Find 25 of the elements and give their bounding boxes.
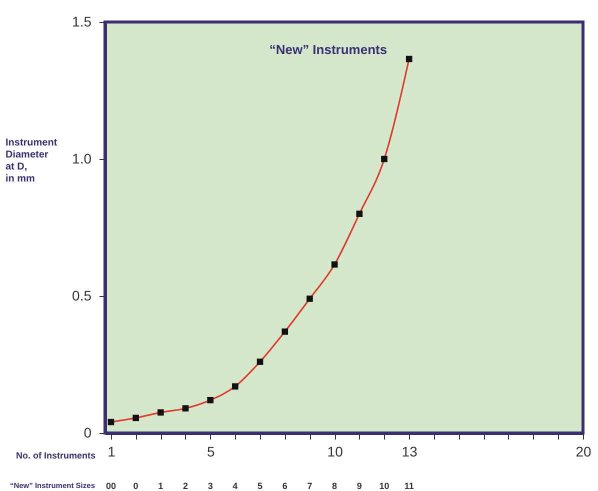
text: 00	[106, 481, 116, 491]
y-tick-label: 1.5	[72, 14, 92, 30]
y-tick-label: 1.0	[72, 150, 92, 166]
x-tick-label: 10	[327, 444, 344, 460]
text: 0	[133, 481, 138, 491]
text: 6	[282, 481, 288, 491]
text: 7	[307, 481, 312, 491]
x-tick-label: 13	[402, 444, 418, 460]
x-tick-label: 20	[576, 444, 592, 460]
x-tick-label: 5	[206, 444, 215, 460]
text: 10	[379, 481, 390, 491]
series-label: “New” Instruments	[269, 42, 388, 57]
text: 11	[404, 481, 414, 491]
y-tick-label: 0.5	[72, 288, 92, 304]
text: 1	[158, 481, 164, 491]
text: 3	[208, 481, 213, 491]
text: 5	[258, 481, 263, 491]
text: 4	[232, 481, 238, 491]
text: 2	[182, 481, 188, 491]
x-axis-title: No. of Instruments	[16, 450, 96, 460]
text: 9	[356, 481, 362, 491]
text: 8	[332, 481, 338, 491]
x-tick-label: 1	[108, 444, 116, 460]
y-tick-label: 0	[84, 424, 92, 440]
y-axis-title: Instrument Diameter at D, in mm	[6, 138, 58, 184]
